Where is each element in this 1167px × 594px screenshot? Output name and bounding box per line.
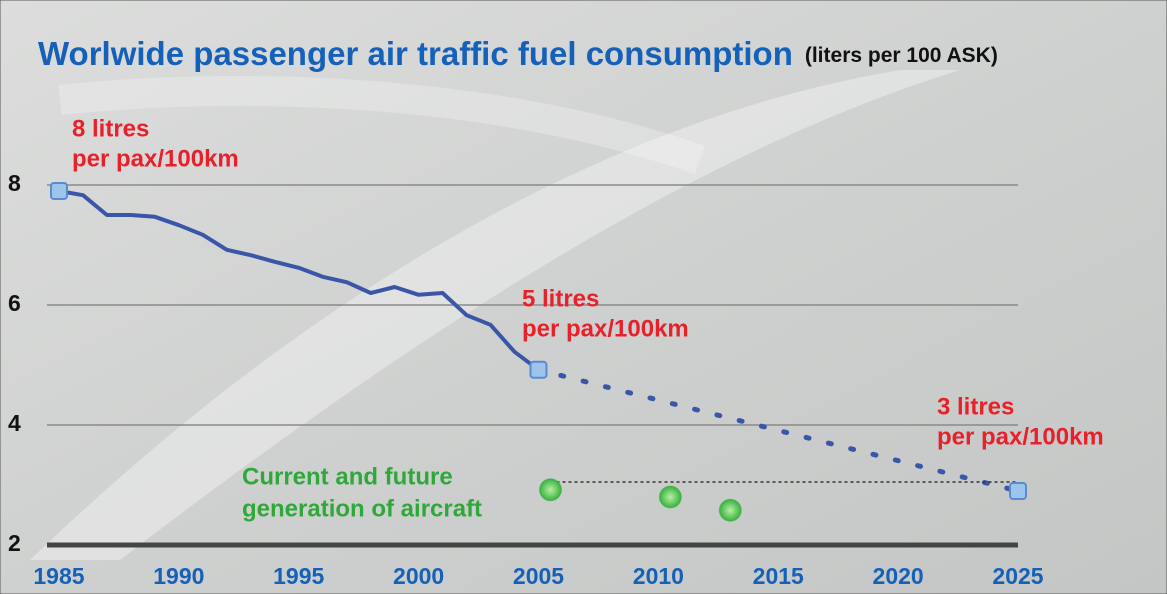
y-tick-label: 6 bbox=[8, 290, 21, 316]
annotation: 8 litres bbox=[72, 115, 149, 142]
line-end-marker bbox=[529, 360, 548, 379]
x-tick-label: 2010 bbox=[633, 563, 684, 589]
series-line bbox=[536, 367, 1021, 494]
annotation: per pax/100km bbox=[72, 145, 239, 172]
x-tick-label: 2020 bbox=[873, 563, 924, 589]
x-tick-label: 1990 bbox=[153, 563, 204, 589]
x-tick-label: 2005 bbox=[513, 563, 564, 589]
line-end-marker bbox=[49, 182, 68, 200]
decor-swoosh bbox=[30, 70, 960, 560]
annotation: per pax/100km bbox=[937, 423, 1104, 450]
x-tick-label: 2000 bbox=[393, 563, 444, 589]
chart-subtitle: (liters per 100 ASK) bbox=[805, 44, 998, 67]
x-tick-label: 2015 bbox=[753, 563, 804, 589]
x-tick-label: 1995 bbox=[273, 563, 324, 589]
annotation: Current and future bbox=[242, 463, 453, 490]
data-point bbox=[718, 498, 742, 522]
data-point bbox=[538, 478, 562, 502]
x-tick-label: 2025 bbox=[992, 563, 1043, 589]
series-line bbox=[57, 189, 541, 372]
y-tick-label: 4 bbox=[8, 410, 21, 436]
line-end-marker bbox=[1009, 482, 1027, 500]
data-point bbox=[658, 485, 682, 509]
chart-title-group: Worlwide passenger air traffic fuel cons… bbox=[38, 35, 998, 72]
plot-area: 2 4 6 8 1985 1990 1995 2000 2005 2010 2015 2020 2025 bbox=[8, 170, 1044, 589]
chart-title: Worlwide passenger air traffic fuel cons… bbox=[38, 35, 793, 72]
annotation: 5 litres bbox=[522, 285, 599, 312]
y-tick-label: 8 bbox=[8, 170, 21, 196]
annotation: per pax/100km bbox=[522, 315, 689, 342]
annotation: 3 litres bbox=[937, 393, 1014, 420]
decor-swoosh bbox=[58, 75, 705, 175]
annotation: generation of aircraft bbox=[242, 495, 482, 522]
y-tick-label: 2 bbox=[8, 530, 21, 556]
x-tick-label: 1985 bbox=[33, 563, 84, 589]
